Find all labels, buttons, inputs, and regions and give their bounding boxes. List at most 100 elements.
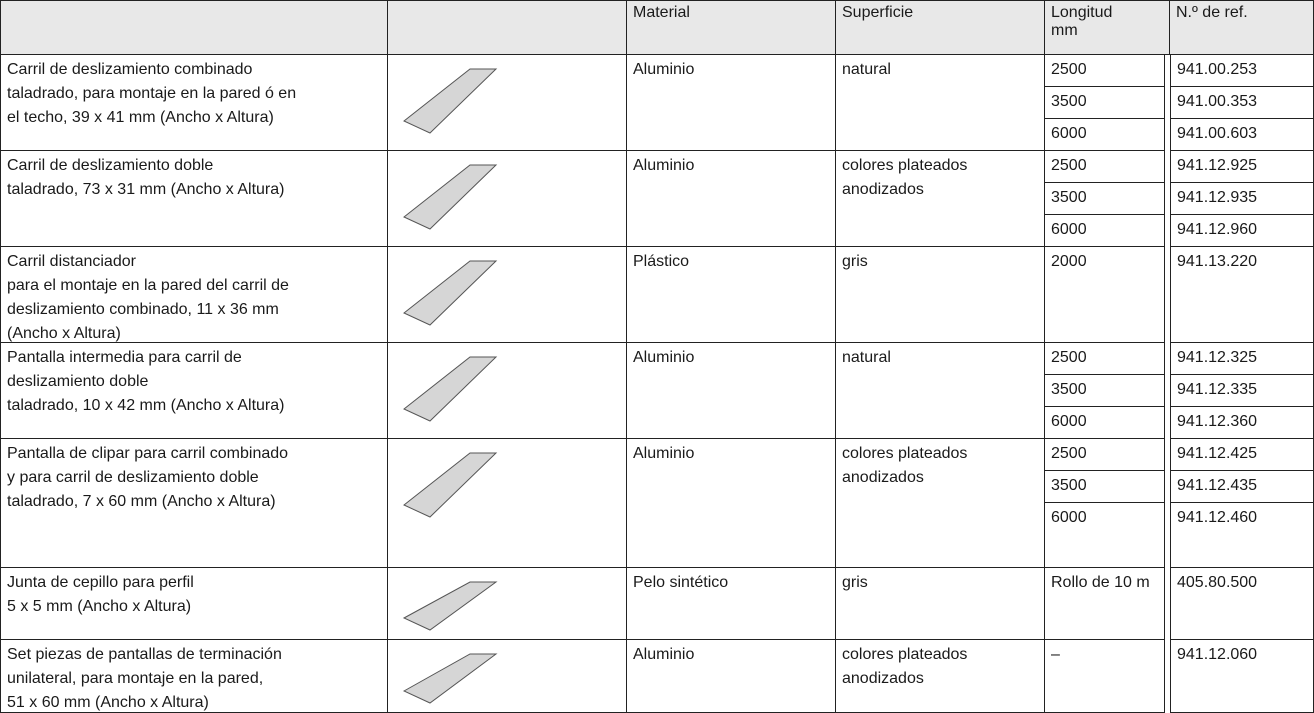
surface-cell: gris [836,568,1045,640]
ref-cell: 941.12.060 [1170,640,1314,713]
cell-text: Aluminio [633,61,695,78]
cell-text: 941.12.935 [1177,189,1258,206]
image-cell [388,439,627,568]
length-cell: 3500 [1045,471,1165,503]
text-line: gris [842,253,868,270]
cell-text: 2500 [1051,349,1087,366]
text-line: Longitud [1051,4,1113,21]
material-cell: Aluminio [627,151,836,247]
image-cell [388,55,627,151]
material-cell: Aluminio [627,55,836,151]
text-line: taladrado, 73 x 31 mm (Ancho x Altura) [7,181,285,198]
cell-text: 3500 [1051,381,1087,398]
text-line: el techo, 39 x 41 mm (Ancho x Altura) [7,109,274,126]
surface-cell: gris [836,247,1045,343]
text-line: Pantalla de clipar para carril combinado [7,445,289,462]
material-cell: Aluminio [627,343,836,439]
ref-cell: 941.12.335 [1170,375,1314,407]
text-line: anodizados [842,469,924,486]
length-cell: 6000 [1045,119,1165,151]
cell-text: Aluminio [633,157,695,174]
length-cell: 3500 [1045,183,1165,215]
cell-text: 6000 [1051,125,1087,142]
cell-text: 2500 [1051,61,1087,78]
ref-cell: 941.12.360 [1170,407,1314,439]
cell-text: Pelo sintético [633,574,729,591]
cell-text: Rollo de 10 m [1051,574,1150,591]
text-line: Set piezas de pantallas de terminación [7,646,282,663]
text-line: para el montaje en la pared del carril d… [7,277,289,294]
material-cell: Aluminio [627,640,836,713]
cell-text: 6000 [1051,509,1087,526]
text-line: unilateral, para montaje en la pared, [7,670,264,687]
cell-text: 941.12.960 [1177,221,1258,238]
text-line: gris [842,574,868,591]
cell-text: 941.00.253 [1177,61,1258,78]
header-cell: N.º de ref. [1170,0,1314,55]
text-line: anodizados [842,181,924,198]
length-cell: 2500 [1045,151,1165,183]
description-cell: Pantalla intermedia para carril de desliz… [0,343,388,439]
text-line: Carril de deslizamiento doble [7,157,214,174]
length-cell: 6000 [1045,215,1165,247]
ref-cell: 941.12.460 [1170,503,1314,568]
ref-cell: 405.80.500 [1170,568,1314,640]
description-cell: Set piezas de pantallas de terminación un… [0,640,388,713]
cell-text: – [1051,646,1060,663]
surface-cell: natural [836,343,1045,439]
cell-text: 941.12.460 [1177,509,1258,526]
material-cell: Pelo sintético [627,568,836,640]
cell-text: 941.12.060 [1177,646,1258,663]
text-line: deslizamiento combinado, 11 x 36 mm [7,301,279,318]
description-cell: Carril de deslizamiento doble taladrado, … [0,151,388,247]
surface-cell: natural [836,55,1045,151]
text-line: Carril distanciador [7,253,136,270]
ref-cell: 941.00.353 [1170,87,1314,119]
ref-cell: 941.12.960 [1170,215,1314,247]
length-cell: 6000 [1045,503,1165,568]
cell-text: 941.00.603 [1177,125,1258,142]
text-line: Carril de deslizamiento combinado [7,61,253,78]
text-line: (Ancho x Altura) [7,325,121,342]
description-cell: Carril distanciador para el montaje en la… [0,247,388,343]
length-cell: 3500 [1045,87,1165,119]
header-cell: Longitud mm [1045,0,1170,55]
material-cell: Aluminio [627,439,836,568]
ref-cell: 941.12.925 [1170,151,1314,183]
length-cell: 2500 [1045,343,1165,375]
product-image [403,68,498,134]
image-cell [388,568,627,640]
cell-text: 3500 [1051,189,1087,206]
product-image [403,452,498,518]
ref-cell: 941.00.253 [1170,55,1314,87]
material-cell: Plástico [627,247,836,343]
text-line: 51 x 60 mm (Ancho x Altura) [7,694,209,711]
cell-text: 6000 [1051,413,1087,430]
text-line: colores plateados [842,157,968,174]
text-line: Pantalla intermedia para carril de [7,349,242,366]
ref-cell: 941.13.220 [1170,247,1314,343]
product-image [403,260,498,326]
cell-text: Aluminio [633,646,695,663]
length-cell: 6000 [1045,407,1165,439]
header-cell [0,0,388,55]
image-cell [388,343,627,439]
cell-text: 941.12.925 [1177,157,1258,174]
length-cell: 2500 [1045,439,1165,471]
text-line: N.º de ref. [1176,4,1248,21]
text-line: y para carril de deslizamiento doble [7,469,259,486]
text-line: Material [633,4,690,21]
image-cell [388,151,627,247]
header-cell: Superficie [836,0,1045,55]
length-cell: 3500 [1045,375,1165,407]
product-image [403,164,498,230]
cell-text: 2500 [1051,157,1087,174]
cell-text: 3500 [1051,477,1087,494]
description-cell: Carril de deslizamiento combinado taladra… [0,55,388,151]
length-cell: Rollo de 10 m [1045,568,1165,640]
image-cell [388,247,627,343]
cell-text: 2000 [1051,253,1087,270]
cell-text: 941.12.435 [1177,477,1258,494]
description-cell: Junta de cepillo para perfil 5 x 5 mm (An… [0,568,388,640]
